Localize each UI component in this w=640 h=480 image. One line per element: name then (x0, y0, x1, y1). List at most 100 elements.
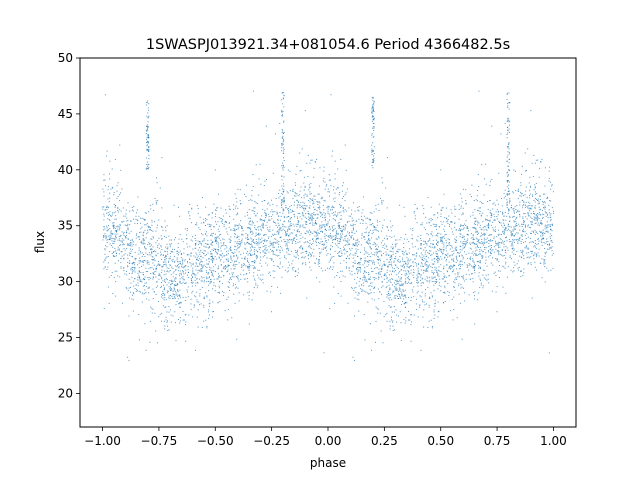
data-point (269, 271, 271, 273)
data-point (119, 194, 121, 196)
data-point (405, 320, 407, 322)
data-point (299, 231, 300, 233)
data-point (253, 287, 255, 289)
data-point (426, 233, 428, 235)
data-point (163, 289, 165, 291)
data-point (323, 244, 325, 246)
data-point (128, 262, 130, 264)
data-point (124, 253, 126, 255)
data-point (424, 293, 426, 295)
data-point (121, 241, 123, 243)
data-point (443, 236, 445, 238)
data-point (476, 195, 478, 197)
data-point (293, 195, 295, 197)
data-point (114, 236, 116, 238)
data-point (530, 241, 532, 243)
data-point (508, 202, 510, 204)
data-point (509, 201, 511, 203)
data-point (179, 317, 181, 319)
data-point (544, 253, 546, 255)
data-point (231, 276, 233, 278)
data-point (465, 241, 467, 243)
data-point (317, 214, 319, 216)
data-point (200, 244, 202, 246)
data-point (186, 289, 188, 291)
data-point (323, 200, 325, 202)
data-point (542, 218, 543, 220)
data-point (391, 273, 392, 275)
data-point (107, 229, 109, 231)
data-point (297, 222, 299, 224)
data-point (543, 263, 545, 265)
data-point (545, 215, 547, 217)
data-point (144, 282, 146, 284)
data-point (236, 338, 238, 340)
data-point (199, 229, 201, 231)
data-point (435, 281, 437, 283)
data-point (543, 232, 545, 234)
data-point (472, 281, 474, 283)
data-point (447, 290, 449, 292)
data-point (538, 255, 540, 257)
data-point (199, 253, 201, 255)
data-point (248, 268, 250, 270)
data-point (469, 193, 471, 195)
data-point (299, 213, 301, 215)
data-point (337, 186, 339, 188)
data-point (485, 241, 487, 243)
data-point (507, 225, 509, 227)
data-point (195, 252, 197, 254)
data-point (182, 266, 184, 268)
data-point (382, 252, 384, 254)
data-point (549, 200, 550, 202)
data-point (408, 297, 410, 299)
data-point (499, 270, 501, 272)
data-point (486, 215, 488, 217)
data-point (424, 264, 426, 266)
data-point (202, 234, 204, 236)
data-point (417, 264, 419, 266)
data-point (483, 277, 485, 279)
data-point (163, 287, 165, 289)
data-point (297, 241, 299, 243)
data-point (341, 270, 343, 272)
data-point (156, 182, 158, 184)
data-point (227, 270, 229, 272)
data-point (289, 264, 291, 266)
data-point (413, 271, 415, 273)
data-point (448, 255, 450, 257)
data-point (195, 239, 197, 241)
data-point (503, 228, 505, 230)
data-point (479, 201, 481, 203)
data-point (544, 260, 546, 262)
data-point (289, 233, 291, 235)
data-point (385, 251, 387, 253)
data-point (248, 243, 250, 245)
data-point (164, 256, 166, 258)
data-point (381, 269, 383, 271)
data-point (518, 266, 520, 268)
data-point (290, 205, 292, 207)
data-point (348, 215, 350, 217)
data-point (128, 278, 130, 280)
data-point (407, 270, 409, 272)
data-point (201, 252, 203, 254)
data-point (468, 294, 470, 296)
data-point (539, 199, 541, 201)
data-point (367, 292, 369, 294)
data-point (141, 217, 143, 219)
data-point (460, 193, 462, 195)
data-point (458, 276, 460, 278)
data-point (174, 278, 176, 280)
data-point (127, 239, 129, 241)
data-point (193, 306, 195, 308)
data-point (324, 225, 326, 227)
data-point (171, 266, 173, 268)
data-point (177, 283, 179, 285)
data-point (258, 194, 260, 196)
data-point (324, 233, 326, 235)
data-point (247, 239, 249, 241)
data-point (260, 239, 262, 241)
data-point (454, 215, 456, 217)
data-point (500, 241, 502, 243)
